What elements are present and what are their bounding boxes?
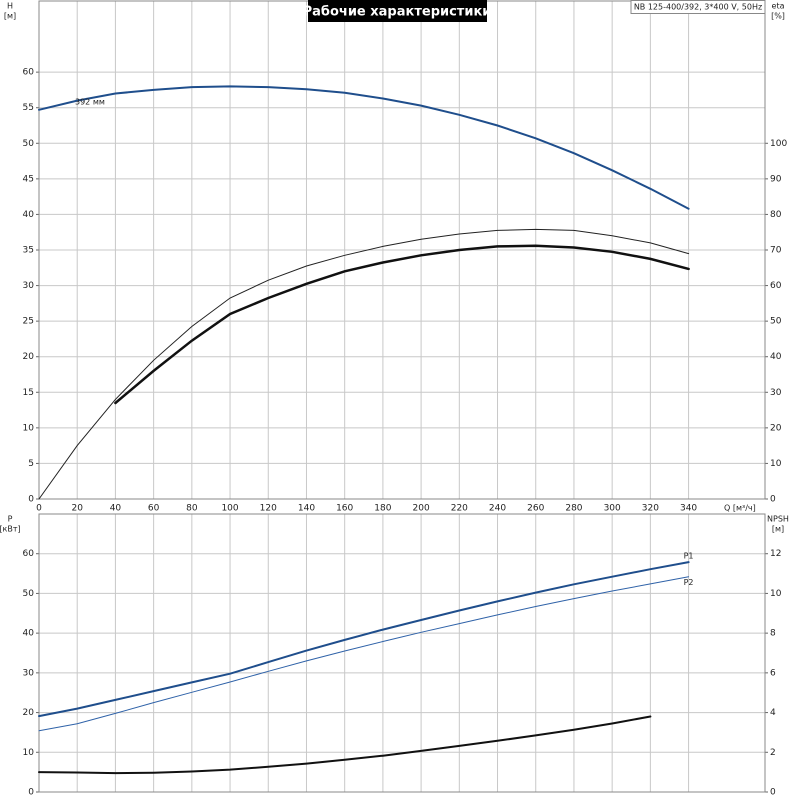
y2-axis-label: eta — [772, 2, 785, 11]
y2-axis-label: NPSH — [767, 515, 789, 524]
y2-axis-label: [%] — [771, 12, 785, 21]
x-tick-label: 260 — [527, 504, 544, 514]
y-axis-label: [кВт] — [0, 525, 21, 534]
x-tick-label: 140 — [298, 504, 315, 514]
y2-tick-label: 60 — [770, 281, 782, 291]
y2-tick-label: 20 — [770, 423, 782, 433]
y2-tick-label: 0 — [770, 495, 776, 505]
y2-tick-label: 90 — [770, 174, 782, 184]
y2-axis-label: [м] — [772, 525, 784, 534]
y2-tick-label: 50 — [770, 317, 782, 327]
y2-tick-label: 30 — [770, 388, 782, 398]
chart-subtitle: NB 125-400/392, 3*400 V, 50Hz — [634, 3, 762, 12]
y-tick-label: 60 — [23, 68, 35, 78]
y-tick-label: 20 — [23, 708, 35, 718]
x-tick-label: 240 — [489, 504, 506, 514]
y2-tick-label: 10 — [770, 459, 782, 469]
y-tick-label: 45 — [23, 174, 34, 184]
series-line — [38, 85, 690, 210]
x-tick-label: 220 — [451, 504, 468, 514]
y2-tick-label: 10 — [770, 589, 782, 599]
x-tick-label: 0 — [36, 504, 42, 514]
series-label: P2 — [684, 578, 694, 587]
chart-title: Рабочие характеристики — [303, 5, 492, 20]
series-line — [38, 561, 690, 718]
x-tick-label: 340 — [680, 504, 697, 514]
y-tick-label: 40 — [23, 629, 35, 639]
y-tick-label: 15 — [23, 388, 34, 398]
y2-tick-label: 70 — [770, 246, 782, 256]
x-tick-label: 60 — [148, 504, 160, 514]
y-tick-label: 10 — [23, 748, 35, 758]
y-tick-label: 50 — [23, 589, 35, 599]
y-axis-label: [м] — [4, 12, 16, 21]
y-tick-label: 25 — [23, 317, 34, 327]
series-label: P1 — [684, 552, 694, 561]
y-tick-label: 10 — [23, 423, 35, 433]
x-tick-label: 160 — [336, 504, 353, 514]
x-tick-label: 180 — [374, 504, 391, 514]
series-line — [38, 228, 690, 500]
y2-tick-label: 4 — [770, 708, 776, 718]
y-axis-label: P — [8, 515, 13, 524]
x-tick-label: 20 — [71, 504, 83, 514]
y-tick-label: 50 — [23, 139, 35, 149]
y2-tick-label: 40 — [770, 352, 782, 362]
subtitle-box — [630, 0, 766, 14]
x-tick-label: 120 — [260, 504, 277, 514]
x-tick-label: 300 — [604, 504, 621, 514]
y2-tick-label: 2 — [770, 748, 776, 758]
y2-tick-label: 12 — [770, 549, 781, 559]
x-tick-label: 100 — [221, 504, 238, 514]
plot-frame — [38, 513, 766, 793]
series-line — [38, 715, 652, 775]
x-tick-label: 200 — [413, 504, 430, 514]
y-tick-label: 60 — [23, 549, 35, 559]
y2-tick-label: 8 — [770, 629, 776, 639]
y-tick-label: 35 — [23, 246, 34, 256]
x-tick-label: 40 — [110, 504, 122, 514]
y-tick-label: 20 — [23, 352, 35, 362]
y-tick-label: 5 — [28, 459, 34, 469]
y-tick-label: 0 — [28, 495, 34, 505]
y-tick-label: 0 — [28, 788, 34, 798]
x-tick-label: 280 — [565, 504, 582, 514]
x-axis-label: Q [м³/ч] — [724, 504, 756, 513]
y-tick-label: 30 — [23, 281, 35, 291]
series-line — [114, 244, 690, 405]
y-tick-label: 30 — [23, 668, 35, 678]
y2-tick-label: 100 — [770, 139, 787, 149]
series-line — [38, 576, 690, 732]
y2-tick-label: 6 — [770, 668, 776, 678]
title-box — [308, 0, 487, 22]
y2-tick-label: 0 — [770, 788, 776, 798]
x-tick-label: 320 — [642, 504, 659, 514]
y2-tick-label: 80 — [770, 210, 782, 220]
y-axis-label: H — [7, 2, 13, 11]
series-label: 392 мм — [75, 97, 105, 106]
y-tick-label: 40 — [23, 210, 35, 220]
x-tick-label: 80 — [186, 504, 198, 514]
y-tick-label: 55 — [23, 103, 34, 113]
